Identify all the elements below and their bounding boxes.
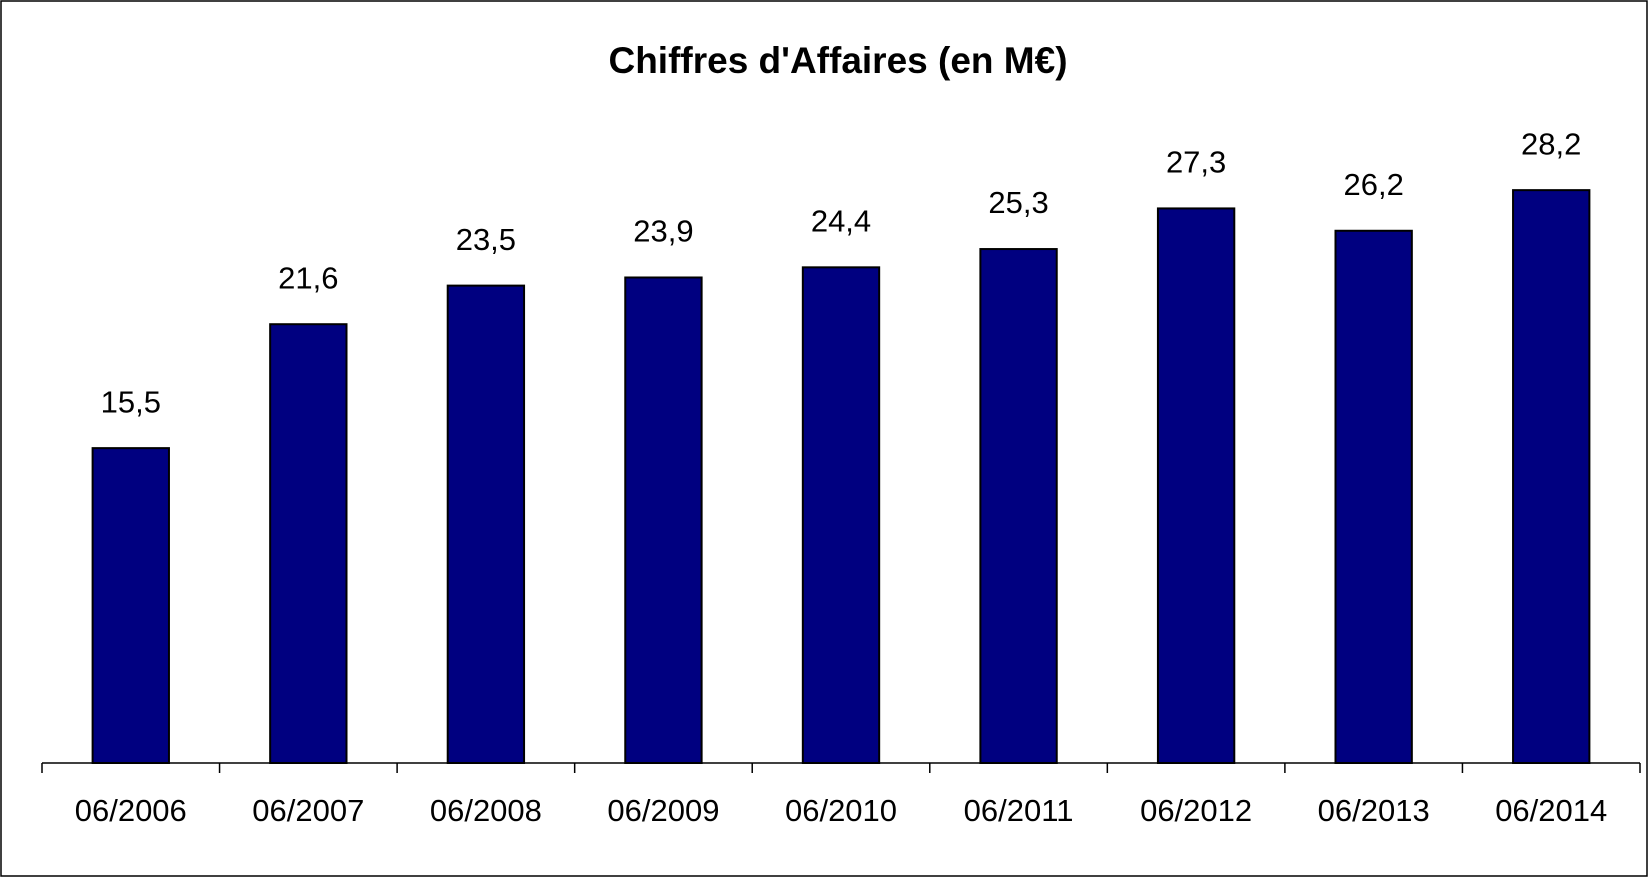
- data-label: 23,9: [633, 214, 693, 249]
- data-label: 28,2: [1521, 126, 1581, 161]
- bar: [269, 323, 348, 764]
- x-tick-label: 06/2009: [607, 793, 719, 828]
- x-tick-label: 06/2011: [964, 793, 1074, 828]
- x-tick-label: 06/2014: [1495, 793, 1607, 828]
- x-tick-label: 06/2008: [430, 793, 542, 828]
- x-tick-label: 06/2007: [252, 793, 364, 828]
- bar: [91, 447, 170, 764]
- data-label: 23,5: [456, 222, 516, 257]
- bar: [979, 248, 1058, 764]
- chart-title: Chiffres d'Affaires (en M€): [608, 40, 1067, 81]
- data-label: 27,3: [1166, 145, 1226, 180]
- bar: [446, 284, 526, 764]
- bar: [624, 276, 703, 764]
- data-label: 26,2: [1343, 167, 1403, 202]
- bar: [801, 266, 881, 764]
- data-label: 15,5: [101, 384, 161, 419]
- data-label: 24,4: [811, 204, 871, 239]
- x-tick-label: 06/2013: [1318, 793, 1430, 828]
- data-label: 21,6: [278, 260, 338, 295]
- bar: [1334, 229, 1413, 765]
- bar: [1156, 207, 1236, 765]
- x-tick-label: 06/2006: [75, 793, 187, 828]
- x-tick-label: 06/2010: [785, 793, 897, 828]
- data-label: 25,3: [988, 185, 1048, 220]
- x-tick-label: 06/2012: [1140, 793, 1252, 828]
- bar: [1512, 189, 1591, 764]
